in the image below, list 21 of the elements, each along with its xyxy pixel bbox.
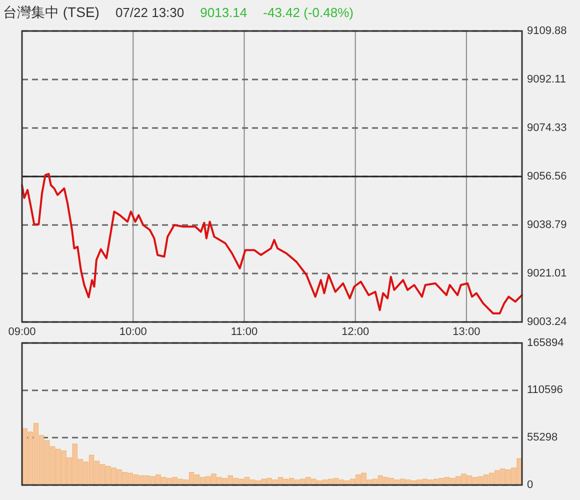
- x-tick-label: 10:00: [119, 326, 147, 338]
- y-tick-label: 9003.24: [527, 316, 567, 328]
- text: 9013.14: [200, 5, 248, 20]
- x-tick-label: 13:00: [452, 326, 480, 338]
- x-tick-label: 09:00: [8, 326, 36, 338]
- x-tick-label: 12:00: [342, 326, 370, 338]
- y-tick-label: 110596: [527, 384, 563, 396]
- y-tick-label: 9021.01: [527, 267, 567, 280]
- y-tick-label: 9056.56: [527, 170, 567, 182]
- line-series: [21, 172, 523, 314]
- text: -43.42 (-0.48%): [263, 5, 354, 20]
- y-tick-label: 9109.88: [527, 24, 567, 37]
- y-tick-label: 0: [527, 478, 534, 491]
- y-tick-label: 55298: [527, 432, 558, 444]
- text: 07/22 13:30: [115, 5, 184, 20]
- chart-title: 台灣集中 (TSE): [3, 4, 100, 20]
- y-tick-label: 9038.79: [527, 218, 567, 231]
- y-tick-label: 9092.11: [527, 73, 566, 86]
- y-tick-label: 165894: [527, 336, 564, 349]
- x-tick-label: 11:00: [230, 326, 258, 338]
- y-tick-label: 9074.33: [527, 122, 567, 134]
